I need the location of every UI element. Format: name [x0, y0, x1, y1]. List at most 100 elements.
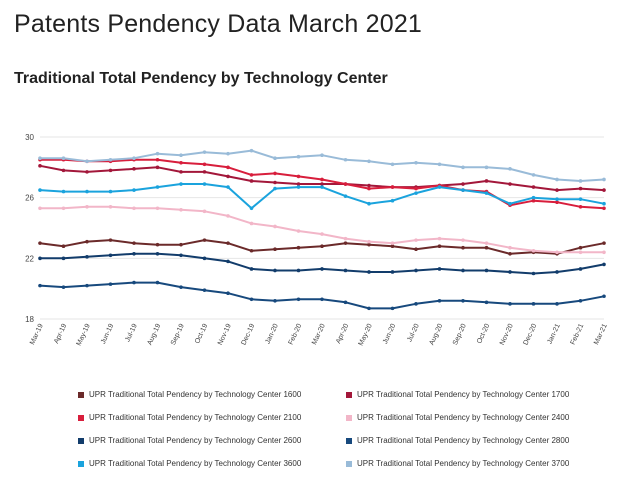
series-point-4 [296, 229, 301, 233]
series-point-3 [249, 173, 254, 177]
series-point-4 [555, 250, 559, 255]
series-point-6 [461, 299, 465, 303]
series-point-7 [343, 194, 348, 198]
series-point-5 [320, 267, 324, 271]
series-point-6 [508, 302, 512, 306]
series-point-5 [38, 256, 42, 261]
series-point-7 [390, 198, 395, 203]
legend-item: UPR Traditional Total Pendency by Techno… [346, 433, 604, 448]
series-point-1 [179, 242, 183, 247]
series-point-6 [343, 300, 348, 305]
legend-label: UPR Traditional Total Pendency by Techno… [357, 459, 570, 468]
series-point-6 [296, 297, 301, 302]
series-point-6 [132, 280, 136, 285]
x-tick-label: Feb-21 [570, 323, 586, 346]
series-point-8 [249, 148, 254, 153]
series-point-3 [555, 200, 559, 205]
series-point-6 [249, 297, 254, 302]
series-point-6 [273, 299, 277, 303]
series-point-8 [555, 177, 559, 182]
series-point-2 [531, 185, 536, 189]
series-point-4 [249, 221, 254, 226]
x-tick-label: Jan-20 [264, 323, 279, 345]
series-point-7 [414, 191, 418, 195]
series-line-6 [39, 281, 605, 310]
series-point-1 [414, 247, 418, 252]
x-tick-label: Oct-19 [194, 323, 209, 345]
series-point-6 [85, 283, 89, 288]
x-tick-label: Feb-20 [288, 323, 304, 346]
series-point-4 [484, 241, 489, 245]
series-point-2 [179, 170, 183, 174]
chart-legend: UPR Traditional Total Pendency by Techno… [78, 387, 618, 471]
series-point-7 [108, 189, 113, 194]
series-point-1 [578, 245, 583, 250]
series-point-8 [461, 165, 465, 170]
legend-swatch [346, 414, 352, 421]
series-point-3 [390, 185, 395, 189]
series-point-3 [296, 174, 301, 179]
series-point-5 [296, 268, 301, 273]
series-point-2 [484, 179, 489, 183]
y-tick-label: 26 [25, 194, 34, 203]
series-point-7 [508, 201, 512, 206]
legend-item: UPR Traditional Total Pendency by Techno… [346, 410, 604, 425]
series-point-6 [578, 299, 583, 303]
legend-swatch [346, 391, 352, 398]
chart-title: Traditional Total Pendency by Technology… [14, 70, 388, 87]
series-point-4 [508, 245, 512, 250]
series-point-8 [273, 156, 277, 161]
series-point-5 [85, 255, 89, 259]
series-point-4 [578, 250, 583, 255]
series-point-3 [343, 182, 348, 186]
series-point-4 [226, 214, 230, 218]
series-point-5 [390, 270, 395, 274]
series-point-4 [602, 250, 606, 255]
x-tick-label: Mar-21 [593, 323, 609, 346]
series-point-2 [367, 183, 371, 188]
series-point-7 [531, 195, 536, 200]
series-point-4 [437, 236, 442, 241]
series-point-1 [461, 245, 465, 250]
series-point-3 [155, 157, 160, 162]
series-point-6 [38, 283, 42, 288]
x-tick-label: May-19 [76, 323, 92, 347]
series-point-7 [578, 197, 583, 201]
series-point-4 [85, 204, 89, 209]
series-point-3 [531, 198, 536, 203]
series-point-5 [273, 268, 277, 273]
series-point-4 [38, 206, 42, 211]
series-point-6 [602, 294, 606, 299]
x-tick-label: Jun-19 [100, 323, 115, 345]
legend-swatch [78, 437, 84, 444]
series-point-6 [108, 282, 113, 286]
legend-item: UPR Traditional Total Pendency by Techno… [78, 433, 336, 448]
series-point-2 [508, 182, 512, 186]
series-point-4 [179, 208, 183, 212]
series-point-7 [61, 189, 66, 194]
series-point-3 [578, 204, 583, 209]
series-point-8 [531, 173, 536, 177]
x-tick-label: Oct-20 [476, 323, 491, 345]
x-tick-label: Aug-20 [428, 323, 444, 347]
series-point-4 [320, 232, 324, 236]
series-point-5 [602, 262, 606, 267]
legend-label: UPR Traditional Total Pendency by Techno… [357, 390, 570, 399]
series-point-5 [484, 268, 489, 273]
y-tick-label: 18 [25, 315, 34, 324]
series-point-6 [414, 302, 418, 306]
series-point-4 [155, 206, 160, 211]
series-point-3 [226, 165, 230, 170]
series-point-8 [343, 157, 348, 162]
legend-label: UPR Traditional Total Pendency by Techno… [89, 436, 302, 445]
series-point-4 [461, 238, 465, 242]
series-point-6 [555, 302, 559, 306]
series-point-7 [367, 201, 371, 206]
series-point-8 [108, 157, 113, 162]
series-point-1 [249, 248, 254, 253]
series-point-5 [555, 270, 559, 274]
legend-swatch [78, 460, 84, 467]
series-point-1 [296, 245, 301, 250]
series-point-7 [249, 206, 254, 211]
legend-item: UPR Traditional Total Pendency by Techno… [346, 456, 604, 471]
